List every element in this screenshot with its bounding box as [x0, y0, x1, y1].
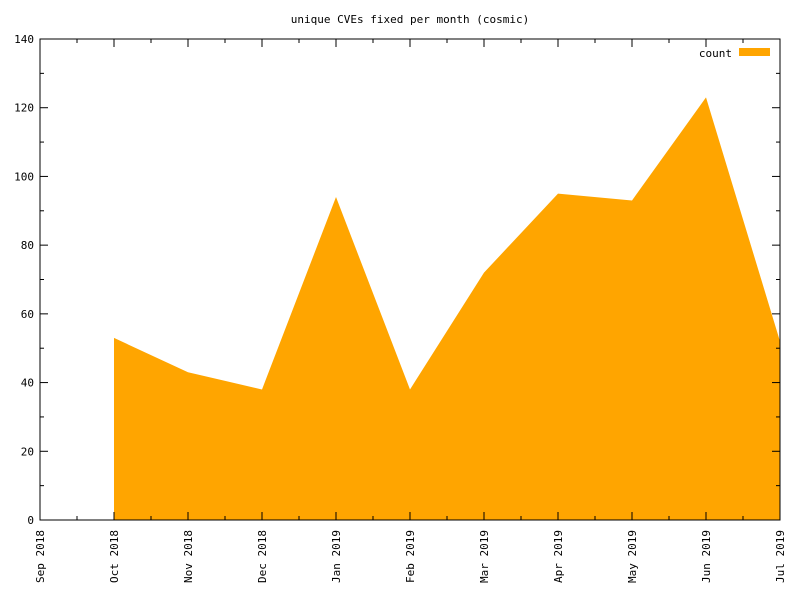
x-tick-label: Oct 2018: [108, 530, 121, 583]
x-tick-label: Sep 2018: [34, 530, 47, 583]
axis-layer: 0 20 40 60 80 100 120 140 Sep 2018 Oct 2018 Nov 20…: [14, 33, 787, 583]
x-tick-label: Apr 2019: [552, 530, 565, 583]
x-tick-label: Jan 2019: [330, 530, 343, 583]
area-layer: [114, 97, 780, 521]
x-tick-label: Feb 2019: [404, 530, 417, 583]
y-tick-label: 20: [21, 445, 34, 458]
x-tick-label: Dec 2018: [256, 530, 269, 583]
legend: count: [699, 47, 770, 60]
chart-title: unique CVEs fixed per month (cosmic): [291, 13, 529, 26]
x-tick-label: Nov 2018: [182, 530, 195, 583]
area-series-count: [114, 97, 780, 521]
y-tick-label: 0: [27, 514, 34, 527]
x-tick-label: May 2019: [626, 530, 639, 583]
y-tick-label: 60: [21, 308, 34, 321]
y-tick-label: 40: [21, 377, 34, 390]
y-tick-label: 140: [14, 33, 34, 46]
legend-label: count: [699, 47, 732, 60]
y-tick-label: 120: [14, 102, 34, 115]
legend-swatch: [739, 48, 770, 56]
y-tick-label: 80: [21, 239, 34, 252]
x-tick-label: Jul 2019: [774, 530, 787, 583]
y-tick-label: 100: [14, 170, 34, 183]
x-tick-label: Jun 2019: [700, 530, 713, 583]
x-tick-label: Mar 2019: [478, 530, 491, 583]
